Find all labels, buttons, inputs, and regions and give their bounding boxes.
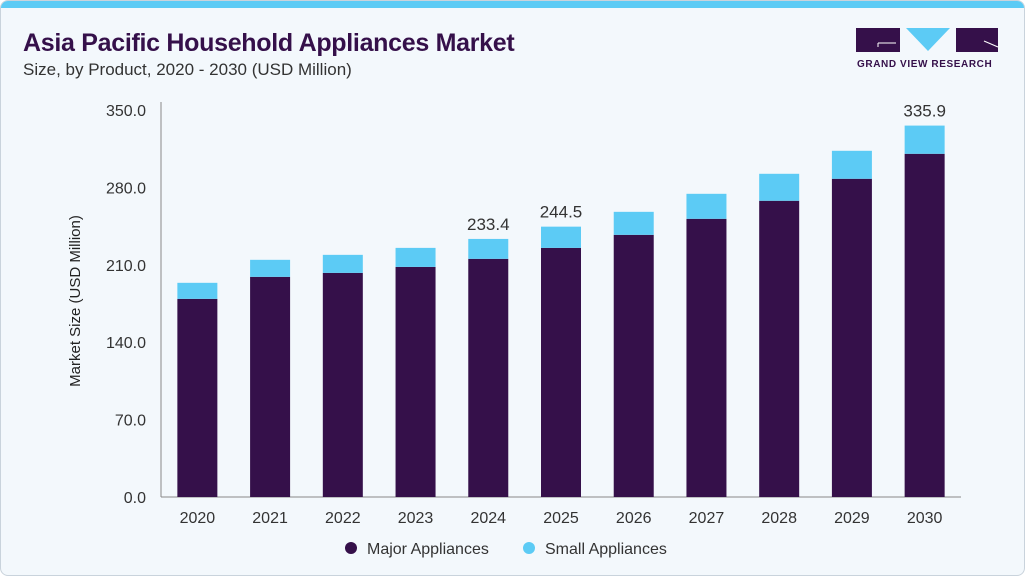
x-tick-label: 2026 [616, 510, 652, 527]
bar-small-2026 [613, 211, 654, 235]
y-tick-label: 70.0 [115, 413, 146, 430]
bar-small-2023 [395, 247, 436, 267]
bar-major-2028 [759, 200, 800, 497]
logo-text: GRAND VIEW RESEARCH [857, 59, 993, 70]
x-tick-label: 2028 [761, 510, 797, 527]
bar-major-2027 [686, 218, 727, 497]
bar-small-2020 [177, 282, 218, 299]
data-label-2024: 233.4 [467, 215, 510, 234]
chart-subtitle: Size, by Product, 2020 - 2030 (USD Milli… [23, 60, 352, 79]
x-tick-label: 2024 [470, 510, 506, 527]
bar-major-2023 [395, 266, 436, 497]
bar-major-2020 [177, 298, 218, 497]
bar-major-2026 [613, 234, 654, 497]
legend-marker-small [523, 542, 535, 554]
x-tick-label: 2025 [543, 510, 579, 527]
chart-title: Asia Pacific Household Appliances Market [23, 29, 515, 57]
bar-major-2024 [468, 258, 509, 497]
x-tick-label: 2021 [252, 510, 288, 527]
legend-label: Major Appliances [367, 541, 489, 558]
bar-small-2028 [759, 173, 800, 201]
data-label-2025: 244.5 [540, 203, 583, 222]
bar-small-2027 [686, 193, 727, 219]
x-tick-label: 2027 [689, 510, 725, 527]
accent-bar [1, 1, 1024, 8]
x-tick-label: 2022 [325, 510, 361, 527]
legend-label: Small Appliances [545, 541, 667, 558]
bar-major-2021 [250, 276, 291, 497]
y-tick-label: 350.0 [106, 103, 146, 120]
bar-small-2022 [322, 254, 363, 273]
y-tick-label: 0.0 [124, 490, 146, 507]
bar-major-2030 [904, 153, 945, 497]
bar-major-2025 [541, 247, 581, 497]
legend-marker-major [345, 542, 357, 554]
bar-small-2029 [831, 150, 872, 179]
x-tick-label: 2020 [180, 510, 216, 527]
bar-major-2029 [831, 178, 872, 497]
y-tick-label: 140.0 [106, 335, 146, 352]
grand-view-research-logo [856, 28, 999, 52]
bar-small-2030 [904, 125, 945, 154]
bar-major-2022 [322, 272, 363, 497]
x-tick-label: 2030 [907, 510, 943, 527]
bar-small-2025 [541, 226, 581, 248]
x-tick-label: 2029 [834, 510, 870, 527]
y-tick-label: 280.0 [106, 180, 146, 197]
y-tick-label: 210.0 [106, 258, 146, 275]
bar-small-2024 [468, 238, 509, 259]
bar-small-2021 [250, 259, 291, 277]
data-label-2030: 335.9 [903, 102, 946, 121]
x-tick-label: 2023 [398, 510, 434, 527]
y-axis-title: Market Size (USD Million) [67, 215, 84, 387]
